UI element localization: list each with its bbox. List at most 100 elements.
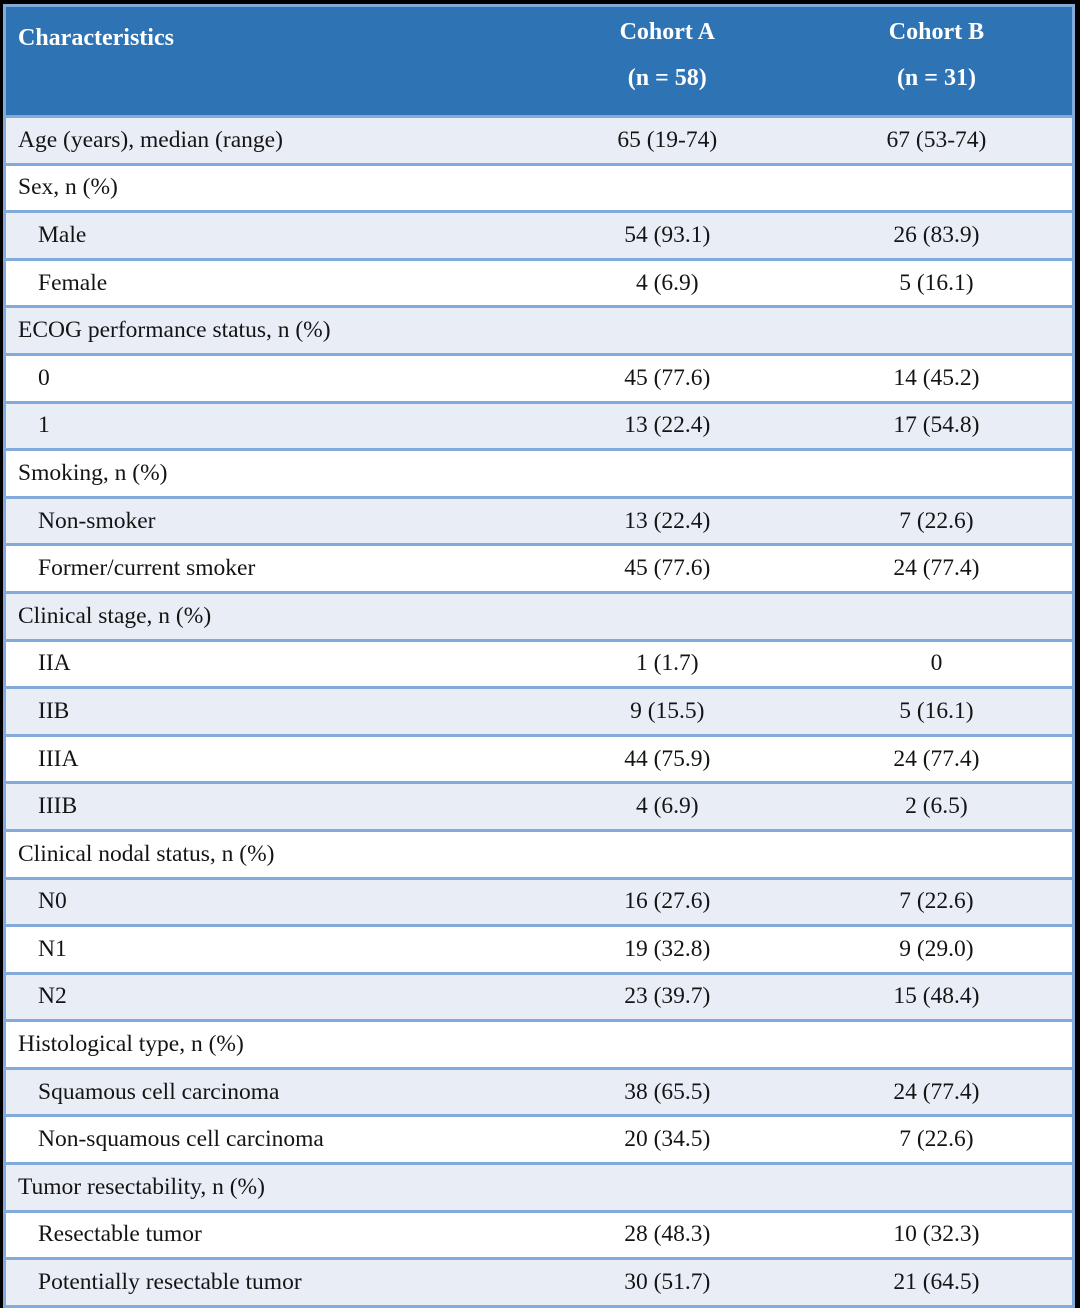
table-row: 1 13 (22.4) 17 (54.8) <box>4 400 1074 450</box>
row-value-cohort-b <box>800 448 1074 498</box>
row-value-cohort-b: 2 (6.5) <box>800 781 1074 831</box>
row-label: Smoking, n (%) <box>4 448 534 498</box>
table-row: N2 23 (39.7) 15 (48.4) <box>4 971 1074 1021</box>
row-value-cohort-b: 21 (64.5) <box>800 1257 1074 1307</box>
row-label: Resectable tumor <box>4 1209 534 1259</box>
row-value-cohort-a <box>533 1162 801 1212</box>
table-header: Characteristics Cohort A (n = 58) Cohort… <box>4 5 1074 117</box>
row-label: Former/current smoker <box>4 543 534 593</box>
row-value-cohort-b: 7 (22.6) <box>800 1114 1074 1164</box>
table-row: 0 45 (77.6) 14 (45.2) <box>4 352 1074 403</box>
table-row: N0 16 (27.6) 7 (22.6) <box>4 876 1074 926</box>
table-row: Former/current smoker 45 (77.6) 24 (77.4) <box>4 543 1074 593</box>
row-value-cohort-b <box>800 305 1074 355</box>
row-value-cohort-b: 0 <box>800 638 1074 688</box>
row-value-cohort-a <box>533 305 801 355</box>
row-value-cohort-b <box>800 590 1074 641</box>
table-row: Non-smoker 13 (22.4) 7 (22.6) <box>4 495 1074 545</box>
row-value-cohort-a: 13 (22.4) <box>533 495 801 545</box>
row-value-cohort-b: 17 (54.8) <box>800 400 1074 450</box>
row-value-cohort-a: 20 (34.5) <box>533 1114 801 1164</box>
table-body: Age (years), median (range) 65 (19-74) 67 … <box>4 115 1074 1307</box>
table-row: IIIB 4 (6.9) 2 (6.5) <box>4 781 1074 831</box>
row-value-cohort-b: 26 (83.9) <box>800 210 1074 260</box>
row-value-cohort-b: 24 (77.4) <box>800 543 1074 593</box>
row-label: Female <box>4 257 534 307</box>
row-value-cohort-b: 10 (32.3) <box>800 1209 1074 1259</box>
row-value-cohort-a: 1 (1.7) <box>533 638 801 688</box>
row-value-cohort-b: 14 (45.2) <box>800 352 1074 403</box>
row-label: N1 <box>4 924 534 974</box>
table-row: ECOG performance status, n (%) <box>4 305 1074 355</box>
row-label: IIA <box>4 638 534 688</box>
row-label: N2 <box>4 971 534 1021</box>
row-label: 0 <box>4 352 534 403</box>
row-value-cohort-a: 44 (75.9) <box>533 733 801 783</box>
row-value-cohort-b: 7 (22.6) <box>800 495 1074 545</box>
table-row: Female 4 (6.9) 5 (16.1) <box>4 257 1074 307</box>
row-value-cohort-a: 4 (6.9) <box>533 257 801 307</box>
row-label: Clinical nodal status, n (%) <box>4 828 534 878</box>
header-cohort-b-n: (n = 31) <box>896 65 976 91</box>
header-cohort-a-n: (n = 58) <box>627 65 707 91</box>
row-value-cohort-a: 45 (77.6) <box>533 352 801 403</box>
row-value-cohort-b: 67 (53-74) <box>800 115 1074 165</box>
row-value-cohort-a <box>533 162 801 212</box>
table-row: Histological type, n (%) <box>4 1019 1074 1069</box>
row-value-cohort-b: 15 (48.4) <box>800 971 1074 1021</box>
header-cohort-a-name: Cohort A <box>619 19 715 45</box>
row-value-cohort-b <box>800 1162 1074 1212</box>
table-row: Age (years), median (range) 65 (19-74) 67 … <box>4 115 1074 165</box>
row-label: Non-squamous cell carcinoma <box>4 1114 534 1164</box>
row-value-cohort-a: 23 (39.7) <box>533 971 801 1021</box>
header-cohort-a: Cohort A (n = 58) <box>533 5 801 117</box>
row-label: ECOG performance status, n (%) <box>4 305 534 355</box>
row-value-cohort-a: 16 (27.6) <box>533 876 801 926</box>
header-characteristics: Characteristics <box>4 5 534 117</box>
table-row: Male 54 (93.1) 26 (83.9) <box>4 210 1074 260</box>
row-label: Non-smoker <box>4 495 534 545</box>
table-row: Potentially resectable tumor 30 (51.7) 21 … <box>4 1257 1074 1307</box>
header-cohort-b: Cohort B (n = 31) <box>800 5 1074 117</box>
row-value-cohort-a: 30 (51.7) <box>533 1257 801 1307</box>
row-value-cohort-a: 54 (93.1) <box>533 210 801 260</box>
patient-characteristics-table: Characteristics Cohort A (n = 58) Cohort… <box>3 4 1075 1308</box>
table-row: IIIA 44 (75.9) 24 (77.4) <box>4 733 1074 783</box>
row-value-cohort-a: 19 (32.8) <box>533 924 801 974</box>
row-value-cohort-a: 38 (65.5) <box>533 1066 801 1116</box>
row-value-cohort-b: 7 (22.6) <box>800 876 1074 926</box>
table-row: Non-squamous cell carcinoma 20 (34.5) 7 (2… <box>4 1114 1074 1164</box>
table-row: Resectable tumor 28 (48.3) 10 (32.3) <box>4 1209 1074 1259</box>
row-value-cohort-a: 13 (22.4) <box>533 400 801 450</box>
row-label: 1 <box>4 400 534 450</box>
row-label: Age (years), median (range) <box>4 115 534 165</box>
table-row: Clinical nodal status, n (%) <box>4 828 1074 878</box>
row-value-cohort-b <box>800 828 1074 878</box>
row-value-cohort-a: 4 (6.9) <box>533 781 801 831</box>
header-row: Characteristics Cohort A (n = 58) Cohort… <box>4 5 1074 117</box>
row-value-cohort-a: 9 (15.5) <box>533 686 801 736</box>
table-row: Smoking, n (%) <box>4 448 1074 498</box>
row-label: Male <box>4 210 534 260</box>
row-value-cohort-b: 24 (77.4) <box>800 1066 1074 1116</box>
row-value-cohort-b: 9 (29.0) <box>800 924 1074 974</box>
table-row: IIB 9 (15.5) 5 (16.1) <box>4 686 1074 736</box>
row-label: IIB <box>4 686 534 736</box>
row-label: Squamous cell carcinoma <box>4 1066 534 1116</box>
table-row: IIA 1 (1.7) 0 <box>4 638 1074 688</box>
row-value-cohort-b <box>800 1019 1074 1069</box>
row-label: IIIB <box>4 781 534 831</box>
row-value-cohort-a <box>533 1019 801 1069</box>
row-value-cohort-b: 5 (16.1) <box>800 686 1074 736</box>
row-value-cohort-b: 24 (77.4) <box>800 733 1074 783</box>
table-row: Squamous cell carcinoma 38 (65.5) 24 (77.4… <box>4 1066 1074 1116</box>
row-label: Potentially resectable tumor <box>4 1257 534 1307</box>
table-row: Clinical stage, n (%) <box>4 590 1074 641</box>
row-label: Histological type, n (%) <box>4 1019 534 1069</box>
row-label: IIIA <box>4 733 534 783</box>
row-value-cohort-a: 45 (77.6) <box>533 543 801 593</box>
row-value-cohort-a <box>533 590 801 641</box>
row-value-cohort-a <box>533 448 801 498</box>
row-value-cohort-a <box>533 828 801 878</box>
row-value-cohort-b: 5 (16.1) <box>800 257 1074 307</box>
